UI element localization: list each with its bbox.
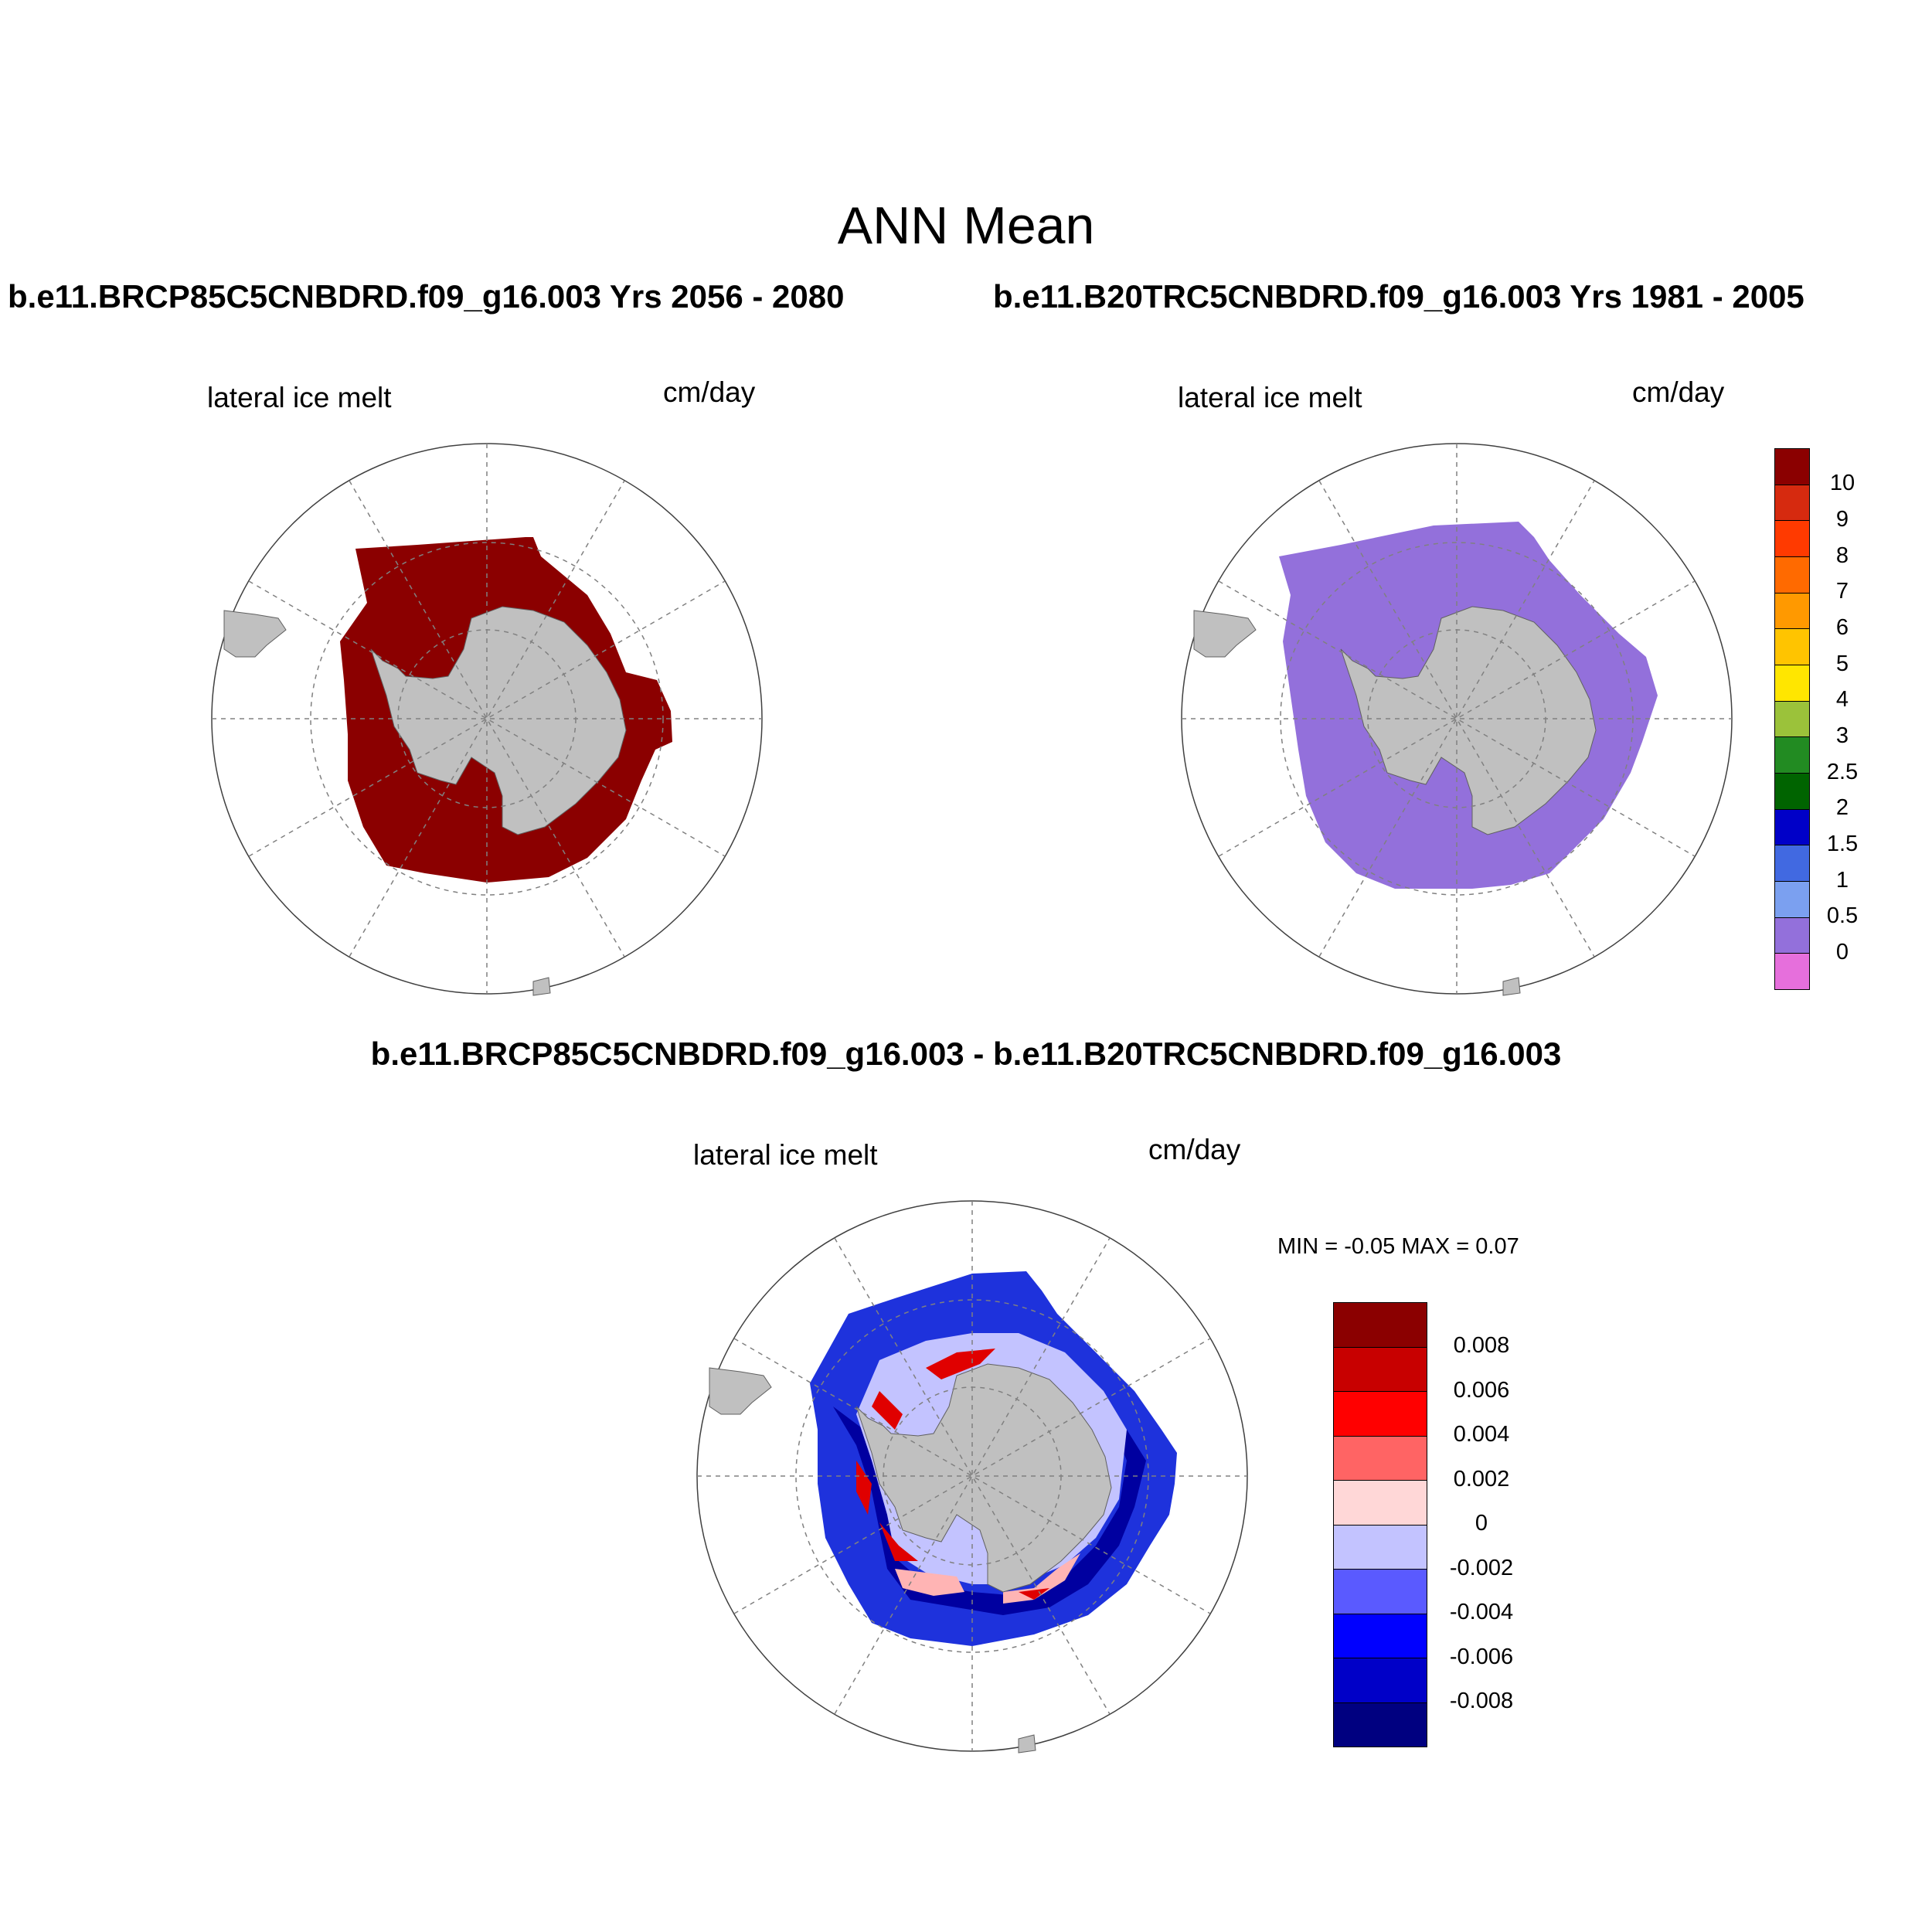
- colorbar-label: 2: [1835, 795, 1849, 821]
- colorbar-box: [1774, 773, 1810, 810]
- panel-1-polar-map: [211, 443, 763, 996]
- difference-colorbar: 0.008 0.006 0.004 0.002 0 -0.002 -0.004 -0.006 -…: [1333, 1302, 1513, 1747]
- panel-2-case-title: b.e11.B20TRC5CNBDRD.f09_g16.003 Yrs 1981…: [993, 278, 1804, 315]
- colorbar-label: 0.5: [1826, 903, 1859, 929]
- colorbar-box: [1774, 448, 1810, 485]
- colorbar-label: 0: [1475, 1511, 1488, 1536]
- colorbar-box: [1333, 1391, 1427, 1437]
- main-title: ANN Mean: [837, 196, 1095, 255]
- colorbar-box: [1774, 736, 1810, 774]
- colorbar-label: 5: [1835, 651, 1849, 676]
- colorbar-box: [1774, 808, 1810, 846]
- colorbar-label: 9: [1835, 506, 1849, 532]
- main-colorbar: 10 9 8 7 6 5 4 3 2.5 2 1.5 1 0.5 0: [1774, 448, 1858, 990]
- colorbar-label: 7: [1835, 579, 1849, 604]
- colorbar-box: [1774, 953, 1810, 990]
- difference-variable-label: lateral ice melt: [693, 1139, 878, 1171]
- colorbar-label: 0.002: [1453, 1466, 1510, 1492]
- colorbar-box: [1333, 1346, 1427, 1392]
- colorbar-box: [1333, 1569, 1427, 1614]
- colorbar-box: [1774, 917, 1810, 954]
- colorbar-box: [1333, 1480, 1427, 1526]
- south-america-tip: [223, 610, 287, 658]
- colorbar-label: 8: [1835, 543, 1849, 568]
- colorbar-label: -0.006: [1449, 1644, 1514, 1669]
- panel-2-variable-label: lateral ice melt: [1178, 382, 1362, 413]
- colorbar-box: [1774, 484, 1810, 522]
- panel-1-units-label: cm/day: [663, 376, 756, 408]
- colorbar-box: [1333, 1702, 1427, 1747]
- colorbar-box: [1333, 1435, 1427, 1481]
- colorbar-label: -0.004: [1449, 1600, 1514, 1625]
- antarctica-landmass: [370, 606, 627, 835]
- colorbar-label: 0.006: [1453, 1377, 1510, 1403]
- south-america-tip: [1193, 610, 1257, 658]
- colorbar-label: 1.5: [1826, 831, 1859, 856]
- colorbar-label: 10: [1829, 471, 1855, 496]
- colorbar-label: 3: [1835, 723, 1849, 748]
- colorbar-box: [1774, 556, 1810, 594]
- difference-polar-map: [696, 1200, 1248, 1753]
- colorbar-box: [1333, 1658, 1427, 1703]
- colorbar-label: -0.002: [1449, 1555, 1514, 1580]
- colorbar-label: 0.004: [1453, 1422, 1510, 1447]
- colorbar-box: [1333, 1302, 1427, 1348]
- colorbar-box: [1774, 628, 1810, 665]
- new-zealand-fragment: [1018, 1734, 1036, 1753]
- panel-2-polar-map: [1181, 443, 1733, 996]
- colorbar-label: 0.008: [1453, 1333, 1510, 1359]
- colorbar-label: 4: [1835, 687, 1849, 713]
- colorbar-label: 2.5: [1826, 759, 1859, 784]
- colorbar-box: [1774, 845, 1810, 882]
- min-max-label: MIN = -0.05 MAX = 0.07: [1277, 1234, 1519, 1259]
- colorbar-box: [1774, 592, 1810, 630]
- colorbar-label: 1: [1835, 867, 1849, 893]
- colorbar-label: 0: [1835, 939, 1849, 964]
- new-zealand-fragment: [1502, 977, 1521, 996]
- antarctica-landmass: [855, 1363, 1112, 1593]
- colorbar-box: [1333, 1613, 1427, 1658]
- colorbar-label: -0.008: [1449, 1689, 1514, 1714]
- new-zealand-fragment: [532, 977, 551, 996]
- antarctica-landmass: [1340, 606, 1597, 835]
- panel-2-units-label: cm/day: [1632, 376, 1725, 408]
- difference-title: b.e11.BRCP85C5CNBDRD.f09_g16.003 - b.e11…: [370, 1036, 1562, 1072]
- graticule: [212, 444, 762, 994]
- colorbar-box: [1774, 665, 1810, 702]
- colorbar-box: [1774, 520, 1810, 557]
- panel-1-case-title: b.e11.BRCP85C5CNBDRD.f09_g16.003 Yrs 205…: [8, 278, 845, 315]
- graticule: [1182, 444, 1732, 994]
- colorbar-label: 6: [1835, 614, 1849, 640]
- panel-1-variable-label: lateral ice melt: [207, 382, 392, 413]
- colorbar-box: [1333, 1524, 1427, 1570]
- colorbar-box: [1774, 700, 1810, 738]
- colorbar-box: [1774, 881, 1810, 918]
- difference-units-label: cm/day: [1148, 1134, 1241, 1165]
- graticule: [697, 1201, 1247, 1751]
- south-america-tip: [709, 1367, 772, 1415]
